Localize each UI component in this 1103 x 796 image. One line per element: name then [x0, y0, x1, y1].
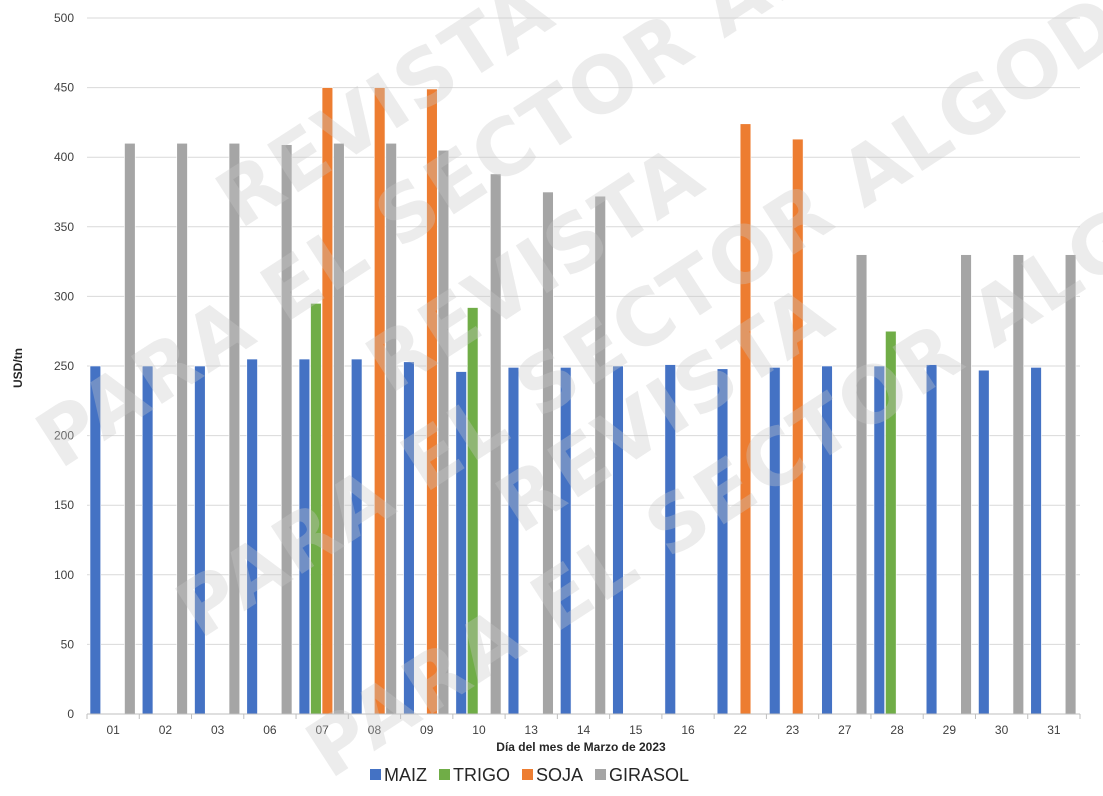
x-tick-label: 01 — [106, 723, 120, 737]
x-tick-label: 03 — [211, 723, 225, 737]
y-tick-label: 250 — [54, 359, 74, 373]
y-tick-label: 200 — [54, 429, 74, 443]
bar-maiz-30 — [978, 369, 990, 715]
y-tick-label: 350 — [54, 220, 74, 234]
x-tick-label: 08 — [368, 723, 382, 737]
x-tick-label: 07 — [316, 723, 330, 737]
legend-label-soja: SOJA — [536, 765, 583, 785]
bar-maiz-03 — [194, 365, 206, 715]
y-tick-label: 50 — [61, 637, 75, 651]
y-axis-ticks: 0 50 100 150 200 250 300 350 400 450 500 — [54, 11, 74, 721]
y-tick-label: 450 — [54, 81, 74, 95]
legend: MAIZ TRIGO SOJA GIRASOL — [370, 765, 689, 785]
y-tick-label: 500 — [54, 11, 74, 25]
legend-swatch-trigo — [439, 769, 450, 780]
y-axis-title: USD/tn — [11, 348, 25, 388]
x-tick-label: 15 — [629, 723, 643, 737]
x-axis-ticks: 01 02 03 06 07 08 09 10 13 14 15 16 22 23 27 28 29 30 31 — [86, 714, 1081, 737]
bar-maiz-31 — [1030, 367, 1042, 715]
legend-label-maiz: MAIZ — [384, 765, 427, 785]
x-tick-label: 27 — [838, 723, 852, 737]
legend-swatch-girasol — [595, 769, 607, 780]
bar-girasol-27 — [855, 254, 868, 715]
y-tick-label: 300 — [54, 289, 74, 303]
y-tick-label: 400 — [54, 150, 74, 164]
bars — [89, 87, 1077, 715]
x-tick-label: 30 — [995, 723, 1009, 737]
bar-girasol-06 — [280, 144, 293, 715]
bar-girasol-02 — [176, 142, 188, 715]
legend-label-trigo: TRIGO — [453, 765, 510, 785]
x-tick-label: 23 — [786, 723, 800, 737]
x-tick-label: 09 — [420, 723, 434, 737]
legend-swatch-soja — [522, 769, 533, 780]
y-tick-label: 100 — [54, 568, 74, 582]
x-tick-label: 31 — [1047, 723, 1061, 737]
x-tick-label: 10 — [472, 723, 486, 737]
x-tick-label: 29 — [943, 723, 957, 737]
y-tick-label: 0 — [67, 707, 74, 721]
x-tick-label: 13 — [525, 723, 539, 737]
y-tick-label: 150 — [54, 498, 74, 512]
x-tick-label: 06 — [263, 723, 277, 737]
legend-swatch-maiz — [370, 769, 381, 780]
legend-label-girasol: GIRASOL — [609, 765, 689, 785]
bar-maiz-29 — [925, 364, 938, 715]
x-tick-label: 28 — [890, 723, 904, 737]
x-tick-label: 14 — [577, 723, 591, 737]
x-tick-label: 22 — [734, 723, 748, 737]
x-tick-label: 02 — [159, 723, 173, 737]
x-axis-title: Día del mes de Marzo de 2023 — [496, 740, 666, 754]
x-tick-label: 16 — [681, 723, 695, 737]
